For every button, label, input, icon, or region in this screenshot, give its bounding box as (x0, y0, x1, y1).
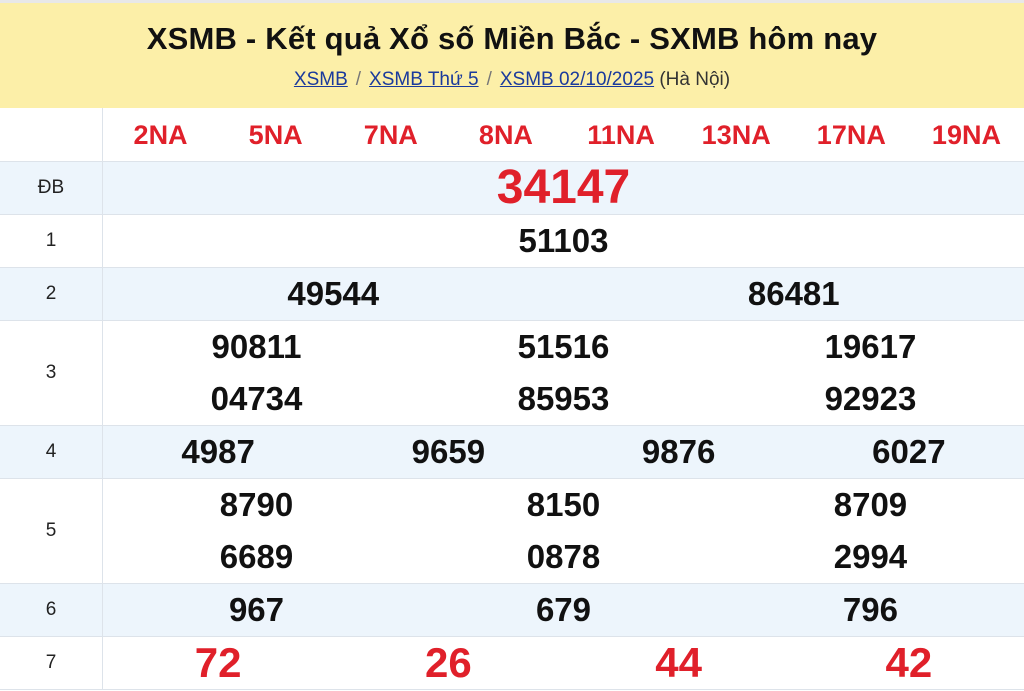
prize-number: 92923 (824, 380, 917, 417)
prize-row-2: 2 49544 86481 (0, 268, 1024, 321)
breadcrumb: XSMB / XSMB Thứ 5 / XSMB 02/10/2025 (Hà Nội) (0, 69, 1024, 91)
results-table: 2NA 5NA 7NA 8NA 11NA 13NA 17NA 19NA ĐB 34147 1 511… (0, 108, 1024, 690)
page-title: XSMB - Kết quả Xổ số Miền Bắc - SXMB hôm… (146, 21, 878, 56)
code-5na: 5NA (248, 119, 303, 150)
prize-number: 26 (425, 639, 472, 686)
prize-label: 7 (0, 637, 103, 689)
prize-number: 19617 (824, 328, 917, 365)
prize-number: 86481 (747, 275, 840, 312)
prize-number: 9876 (641, 433, 716, 470)
prize-number: 51516 (517, 328, 610, 365)
code-19na: 19NA (931, 119, 1001, 150)
prize-number: 44 (655, 639, 702, 686)
breadcrumb-separator: / (355, 69, 362, 90)
prize-number: 49544 (287, 275, 380, 312)
prize-number: 85953 (517, 380, 610, 417)
prize-row-6: 6 967 679 796 (0, 584, 1024, 637)
prize-number: 0878 (526, 538, 601, 575)
page-header: XSMB - Kết quả Xổ số Miền Bắc - SXMB hôm… (0, 0, 1024, 108)
breadcrumb-xsmb-date[interactable]: XSMB 02/10/2025 (499, 69, 655, 90)
prize-row-5: 5 8790 8150 8709 6689 0878 2994 (0, 479, 1024, 584)
prize-row-1: 1 51103 (0, 215, 1024, 268)
code-17na: 17NA (816, 119, 886, 150)
prize-number: 796 (842, 591, 898, 628)
prize-label: 1 (0, 215, 103, 267)
breadcrumb-xsmb-thu-5[interactable]: XSMB Thứ 5 (369, 69, 479, 90)
prize-row-4: 4 4987 9659 9876 6027 (0, 426, 1024, 479)
prize-label: 2 (0, 268, 103, 320)
prize-label: 5 (0, 479, 103, 583)
prize-number: 34147 (496, 161, 631, 214)
prize-number: 6027 (872, 433, 946, 470)
prize-number: 42 (885, 639, 933, 686)
prize-number: 6689 (219, 538, 294, 575)
prize-label: 3 (0, 321, 103, 425)
prize-row-db: ĐB 34147 (0, 162, 1024, 215)
location-text: (Hà Nội) (659, 69, 731, 90)
prize-number: 8150 (526, 486, 601, 523)
prize-number: 967 (228, 591, 285, 628)
prize-number: 8790 (219, 486, 294, 523)
prize-number: 51103 (518, 222, 609, 259)
row-label (0, 108, 103, 161)
prize-row-3: 3 90811 51516 19617 04734 85953 92923 (0, 321, 1024, 426)
prize-label: 6 (0, 584, 103, 636)
prize-number: 72 (194, 639, 242, 686)
prize-number: 90811 (211, 328, 302, 365)
codes-row: 2NA 5NA 7NA 8NA 11NA 13NA 17NA 19NA (0, 108, 1024, 162)
prize-number: 8709 (833, 486, 908, 523)
code-11na: 11NA (587, 119, 655, 150)
code-8na: 8NA (478, 119, 533, 150)
code-13na: 13NA (701, 119, 771, 150)
prize-number: 04734 (210, 380, 303, 417)
code-7na: 7NA (363, 119, 418, 150)
breadcrumb-separator: / (486, 69, 492, 90)
prize-label: 4 (0, 426, 103, 478)
prize-number: 2994 (833, 538, 908, 575)
breadcrumb-xsmb[interactable]: XSMB (293, 69, 348, 90)
prize-number: 4987 (181, 433, 255, 470)
prize-number: 9659 (411, 433, 486, 470)
prize-row-7: 7 72 26 44 42 (0, 637, 1024, 690)
prize-number: 679 (535, 591, 591, 628)
code-2na: 2NA (133, 119, 188, 150)
prize-label: ĐB (0, 162, 103, 214)
